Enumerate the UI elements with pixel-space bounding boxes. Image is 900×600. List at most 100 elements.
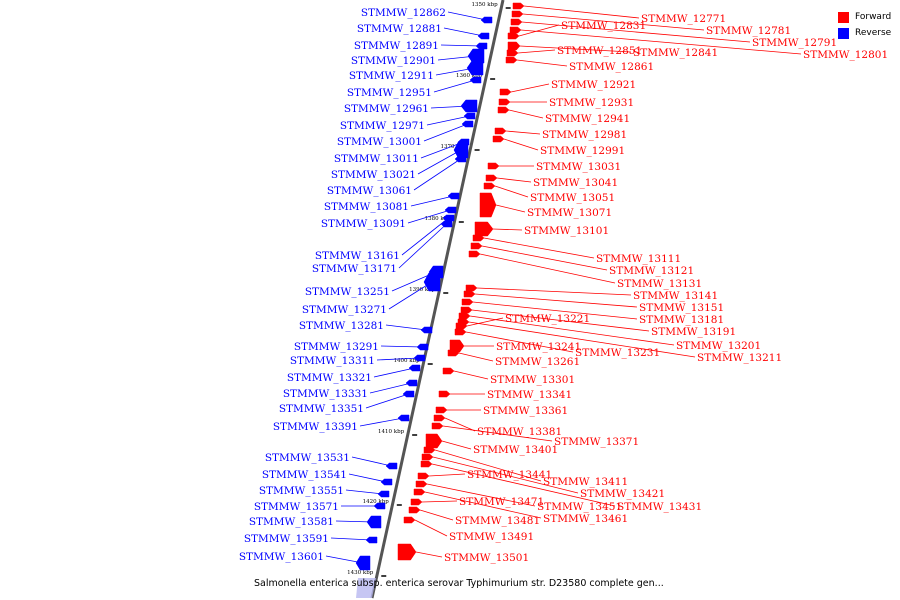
reverse-gene-feature[interactable] — [444, 206, 457, 214]
reverse-gene-label[interactable]: STMMW_13281 — [299, 320, 384, 332]
forward-gene-feature[interactable] — [397, 543, 417, 561]
reverse-gene-feature[interactable] — [463, 112, 476, 120]
forward-gene-label[interactable]: STMMW_13111 — [596, 253, 681, 265]
reverse-gene-label[interactable]: STMMW_12862 — [361, 7, 446, 19]
forward-gene-feature[interactable] — [485, 174, 498, 182]
reverse-gene-label[interactable]: STMMW_13291 — [294, 341, 379, 353]
forward-gene-feature[interactable] — [492, 135, 505, 143]
forward-gene-label[interactable]: STMMW_13381 — [477, 426, 562, 438]
forward-gene-label[interactable]: STMMW_12831 — [561, 20, 646, 32]
forward-gene-label[interactable]: STMMW_13501 — [444, 552, 529, 564]
reverse-gene-feature[interactable] — [373, 502, 386, 510]
reverse-gene-label[interactable]: STMMW_13061 — [327, 185, 412, 197]
reverse-gene-feature[interactable] — [397, 414, 410, 422]
reverse-gene-feature[interactable] — [385, 462, 398, 470]
forward-gene-feature[interactable] — [511, 10, 524, 18]
reverse-gene-feature[interactable] — [480, 16, 493, 24]
forward-gene-feature[interactable] — [410, 498, 423, 506]
reverse-gene-label[interactable]: STMMW_13081 — [324, 201, 409, 213]
reverse-gene-feature[interactable] — [454, 155, 467, 163]
forward-gene-label[interactable]: STMMW_13221 — [505, 313, 590, 325]
forward-gene-label[interactable]: STMMW_13491 — [449, 531, 534, 543]
forward-gene-feature[interactable] — [433, 414, 446, 422]
forward-gene-feature[interactable] — [417, 472, 430, 480]
forward-gene-label[interactable]: STMMW_13151 — [639, 302, 724, 314]
forward-gene-label[interactable]: STMMW_13051 — [530, 192, 615, 204]
reverse-gene-label[interactable]: STMMW_13311 — [290, 355, 375, 367]
forward-gene-feature[interactable] — [487, 162, 500, 170]
reverse-gene-feature[interactable] — [408, 364, 421, 372]
forward-gene-label[interactable]: STMMW_13421 — [580, 488, 665, 500]
forward-gene-label[interactable]: STMMW_13261 — [495, 356, 580, 368]
forward-gene-feature[interactable] — [460, 306, 473, 314]
reverse-gene-label[interactable]: STMMW_12881 — [357, 23, 442, 35]
forward-gene-label[interactable]: STMMW_12841 — [633, 47, 718, 59]
forward-gene-label[interactable]: STMMW_13411 — [543, 476, 628, 488]
reverse-gene-label[interactable]: STMMW_12971 — [340, 120, 425, 132]
forward-gene-feature[interactable] — [506, 49, 519, 57]
reverse-gene-label[interactable]: STMMW_13581 — [249, 516, 334, 528]
forward-gene-label[interactable]: STMMW_13231 — [575, 347, 660, 359]
forward-gene-label[interactable]: STMMW_13191 — [651, 326, 736, 338]
reverse-gene-feature[interactable] — [366, 515, 382, 529]
forward-gene-feature[interactable] — [465, 284, 478, 292]
reverse-gene-label[interactable]: STMMW_13091 — [321, 218, 406, 230]
forward-gene-feature[interactable] — [455, 322, 468, 330]
forward-gene-feature[interactable] — [507, 32, 520, 40]
forward-gene-feature[interactable] — [510, 18, 523, 26]
forward-gene-feature[interactable] — [468, 250, 481, 258]
reverse-gene-label[interactable]: STMMW_13601 — [239, 551, 324, 563]
forward-gene-label[interactable]: STMMW_13361 — [483, 405, 568, 417]
forward-gene-label[interactable]: STMMW_13141 — [633, 290, 718, 302]
forward-gene-label[interactable]: STMMW_13371 — [554, 436, 639, 448]
reverse-gene-feature[interactable] — [477, 32, 490, 40]
forward-gene-label[interactable]: STMMW_13041 — [533, 177, 618, 189]
reverse-gene-label[interactable]: STMMW_12961 — [344, 103, 429, 115]
forward-gene-label[interactable]: STMMW_12801 — [803, 49, 888, 61]
reverse-gene-label[interactable]: STMMW_13251 — [305, 286, 390, 298]
reverse-gene-label[interactable]: STMMW_12891 — [354, 40, 439, 52]
reverse-gene-feature[interactable] — [453, 141, 469, 159]
reverse-gene-label[interactable]: STMMW_13531 — [265, 452, 350, 464]
reverse-gene-feature[interactable] — [413, 354, 426, 362]
reverse-gene-label[interactable]: STMMW_13391 — [273, 421, 358, 433]
forward-gene-feature[interactable] — [494, 127, 507, 135]
forward-gene-label[interactable]: STMMW_13401 — [473, 444, 558, 456]
reverse-gene-feature[interactable] — [469, 76, 482, 84]
forward-gene-label[interactable]: STMMW_13201 — [676, 340, 761, 352]
forward-gene-feature[interactable] — [408, 506, 421, 514]
forward-gene-label[interactable]: STMMW_12931 — [549, 97, 634, 109]
forward-gene-feature[interactable] — [458, 312, 471, 320]
forward-gene-label[interactable]: STMMW_13431 — [617, 501, 702, 513]
reverse-gene-feature[interactable] — [423, 272, 441, 292]
forward-gene-label[interactable]: STMMW_13471 — [459, 496, 544, 508]
forward-gene-feature[interactable] — [420, 460, 433, 468]
forward-gene-feature[interactable] — [421, 453, 434, 461]
forward-gene-label[interactable]: STMMW_13101 — [524, 225, 609, 237]
forward-gene-label[interactable]: STMMW_12771 — [641, 13, 726, 25]
forward-gene-feature[interactable] — [512, 2, 525, 10]
reverse-gene-feature[interactable] — [447, 192, 460, 200]
reverse-gene-feature[interactable] — [467, 48, 485, 64]
forward-gene-label[interactable]: STMMW_13181 — [639, 314, 724, 326]
forward-gene-feature[interactable] — [403, 516, 416, 524]
forward-gene-label[interactable]: STMMW_12861 — [569, 61, 654, 73]
reverse-gene-label[interactable]: STMMW_13591 — [244, 533, 329, 545]
forward-gene-label[interactable]: STMMW_13301 — [490, 374, 575, 386]
forward-gene-label[interactable]: STMMW_13031 — [536, 161, 621, 173]
forward-gene-feature[interactable] — [438, 390, 451, 398]
forward-gene-label[interactable]: STMMW_13441 — [467, 469, 552, 481]
reverse-gene-feature[interactable] — [466, 60, 484, 76]
forward-gene-label[interactable]: STMMW_13481 — [455, 515, 540, 527]
reverse-gene-feature[interactable] — [365, 536, 378, 544]
forward-gene-feature[interactable] — [505, 56, 518, 64]
reverse-gene-feature[interactable] — [461, 120, 474, 128]
reverse-gene-label[interactable]: STMMW_13351 — [279, 403, 364, 415]
forward-gene-label[interactable]: STMMW_12791 — [752, 37, 837, 49]
reverse-gene-label[interactable]: STMMW_13161 — [315, 250, 400, 262]
forward-gene-feature[interactable] — [472, 234, 485, 242]
forward-gene-label[interactable]: STMMW_13071 — [527, 207, 612, 219]
reverse-gene-label[interactable]: STMMW_12901 — [351, 55, 436, 67]
forward-gene-label[interactable]: STMMW_13241 — [496, 341, 581, 353]
reverse-gene-feature[interactable] — [475, 42, 488, 50]
